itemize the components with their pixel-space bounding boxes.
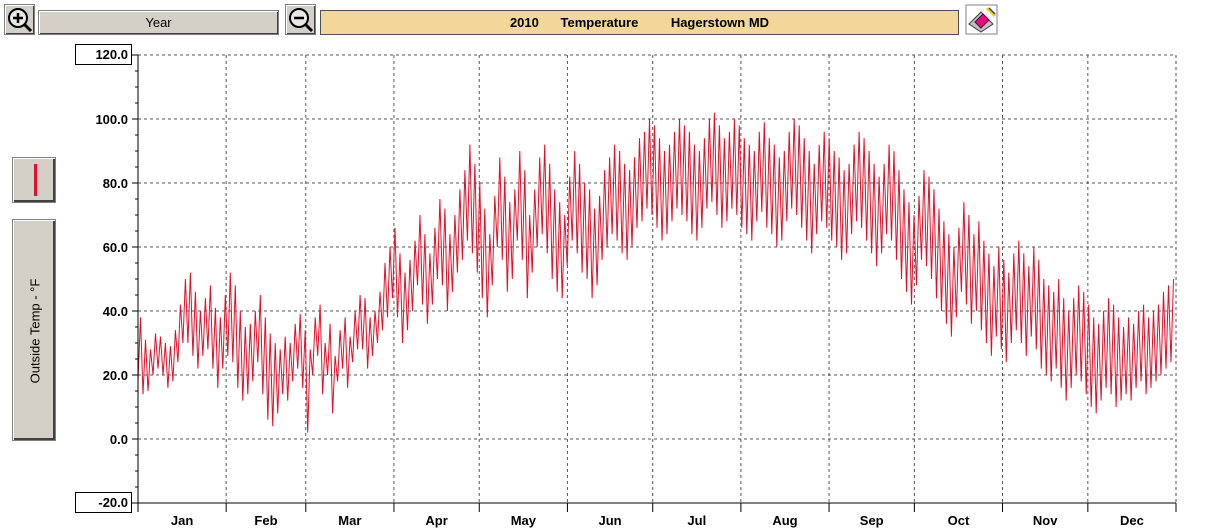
zoom-out-button[interactable]	[285, 4, 316, 35]
x-tick-label: Sep	[860, 513, 884, 528]
temperature-series	[137, 112, 1174, 433]
x-tick-label: Oct	[948, 513, 970, 528]
y-tick-label: 40.0	[103, 304, 128, 319]
series-line-swatch	[34, 164, 37, 196]
x-tick-label: Feb	[254, 513, 277, 528]
y-tick-labels: 100.0 80.0 60.0 40.0 20.0 0.0	[95, 112, 128, 447]
chart-grid	[138, 54, 1177, 503]
printer-icon	[965, 4, 998, 35]
y-axis-label-button[interactable]: Outside Temp - °F	[12, 219, 56, 441]
x-tick-label: Nov	[1033, 513, 1058, 528]
x-tick-label: Dec	[1120, 513, 1144, 528]
y-tick-label: 100.0	[95, 112, 128, 127]
zoom-in-button[interactable]	[4, 4, 35, 35]
y-tick-label: 0.0	[110, 432, 128, 447]
y-tick-label: 60.0	[103, 240, 128, 255]
x-tick-labels: Jan Feb Mar Apr May Jun Jul Aug Sep Oct Nov Dec	[171, 513, 1144, 528]
print-button[interactable]	[965, 4, 998, 35]
x-tick-label: Jan	[171, 513, 193, 528]
series-color-button[interactable]	[12, 157, 56, 203]
x-tick-label: Apr	[425, 513, 447, 528]
y-tick-label: 20.0	[103, 368, 128, 383]
y-max-box[interactable]: 120.0	[75, 44, 132, 65]
chart-title-bar: 2010 Temperature Hagerstown MD	[320, 10, 959, 35]
y-min-box[interactable]: -20.0	[75, 492, 132, 513]
x-tick-label: Mar	[338, 513, 361, 528]
x-tick-label: Jul	[687, 513, 706, 528]
period-select-button[interactable]: Year	[38, 10, 279, 35]
x-tick-label: Jun	[599, 513, 622, 528]
x-tick-label: May	[511, 513, 537, 528]
zoom-in-icon	[8, 8, 33, 33]
zoom-out-icon	[289, 8, 314, 33]
y-tick-label: 80.0	[103, 176, 128, 191]
chart-axes	[132, 54, 1177, 512]
x-tick-label: Aug	[772, 513, 797, 528]
temperature-line	[137, 112, 1174, 433]
